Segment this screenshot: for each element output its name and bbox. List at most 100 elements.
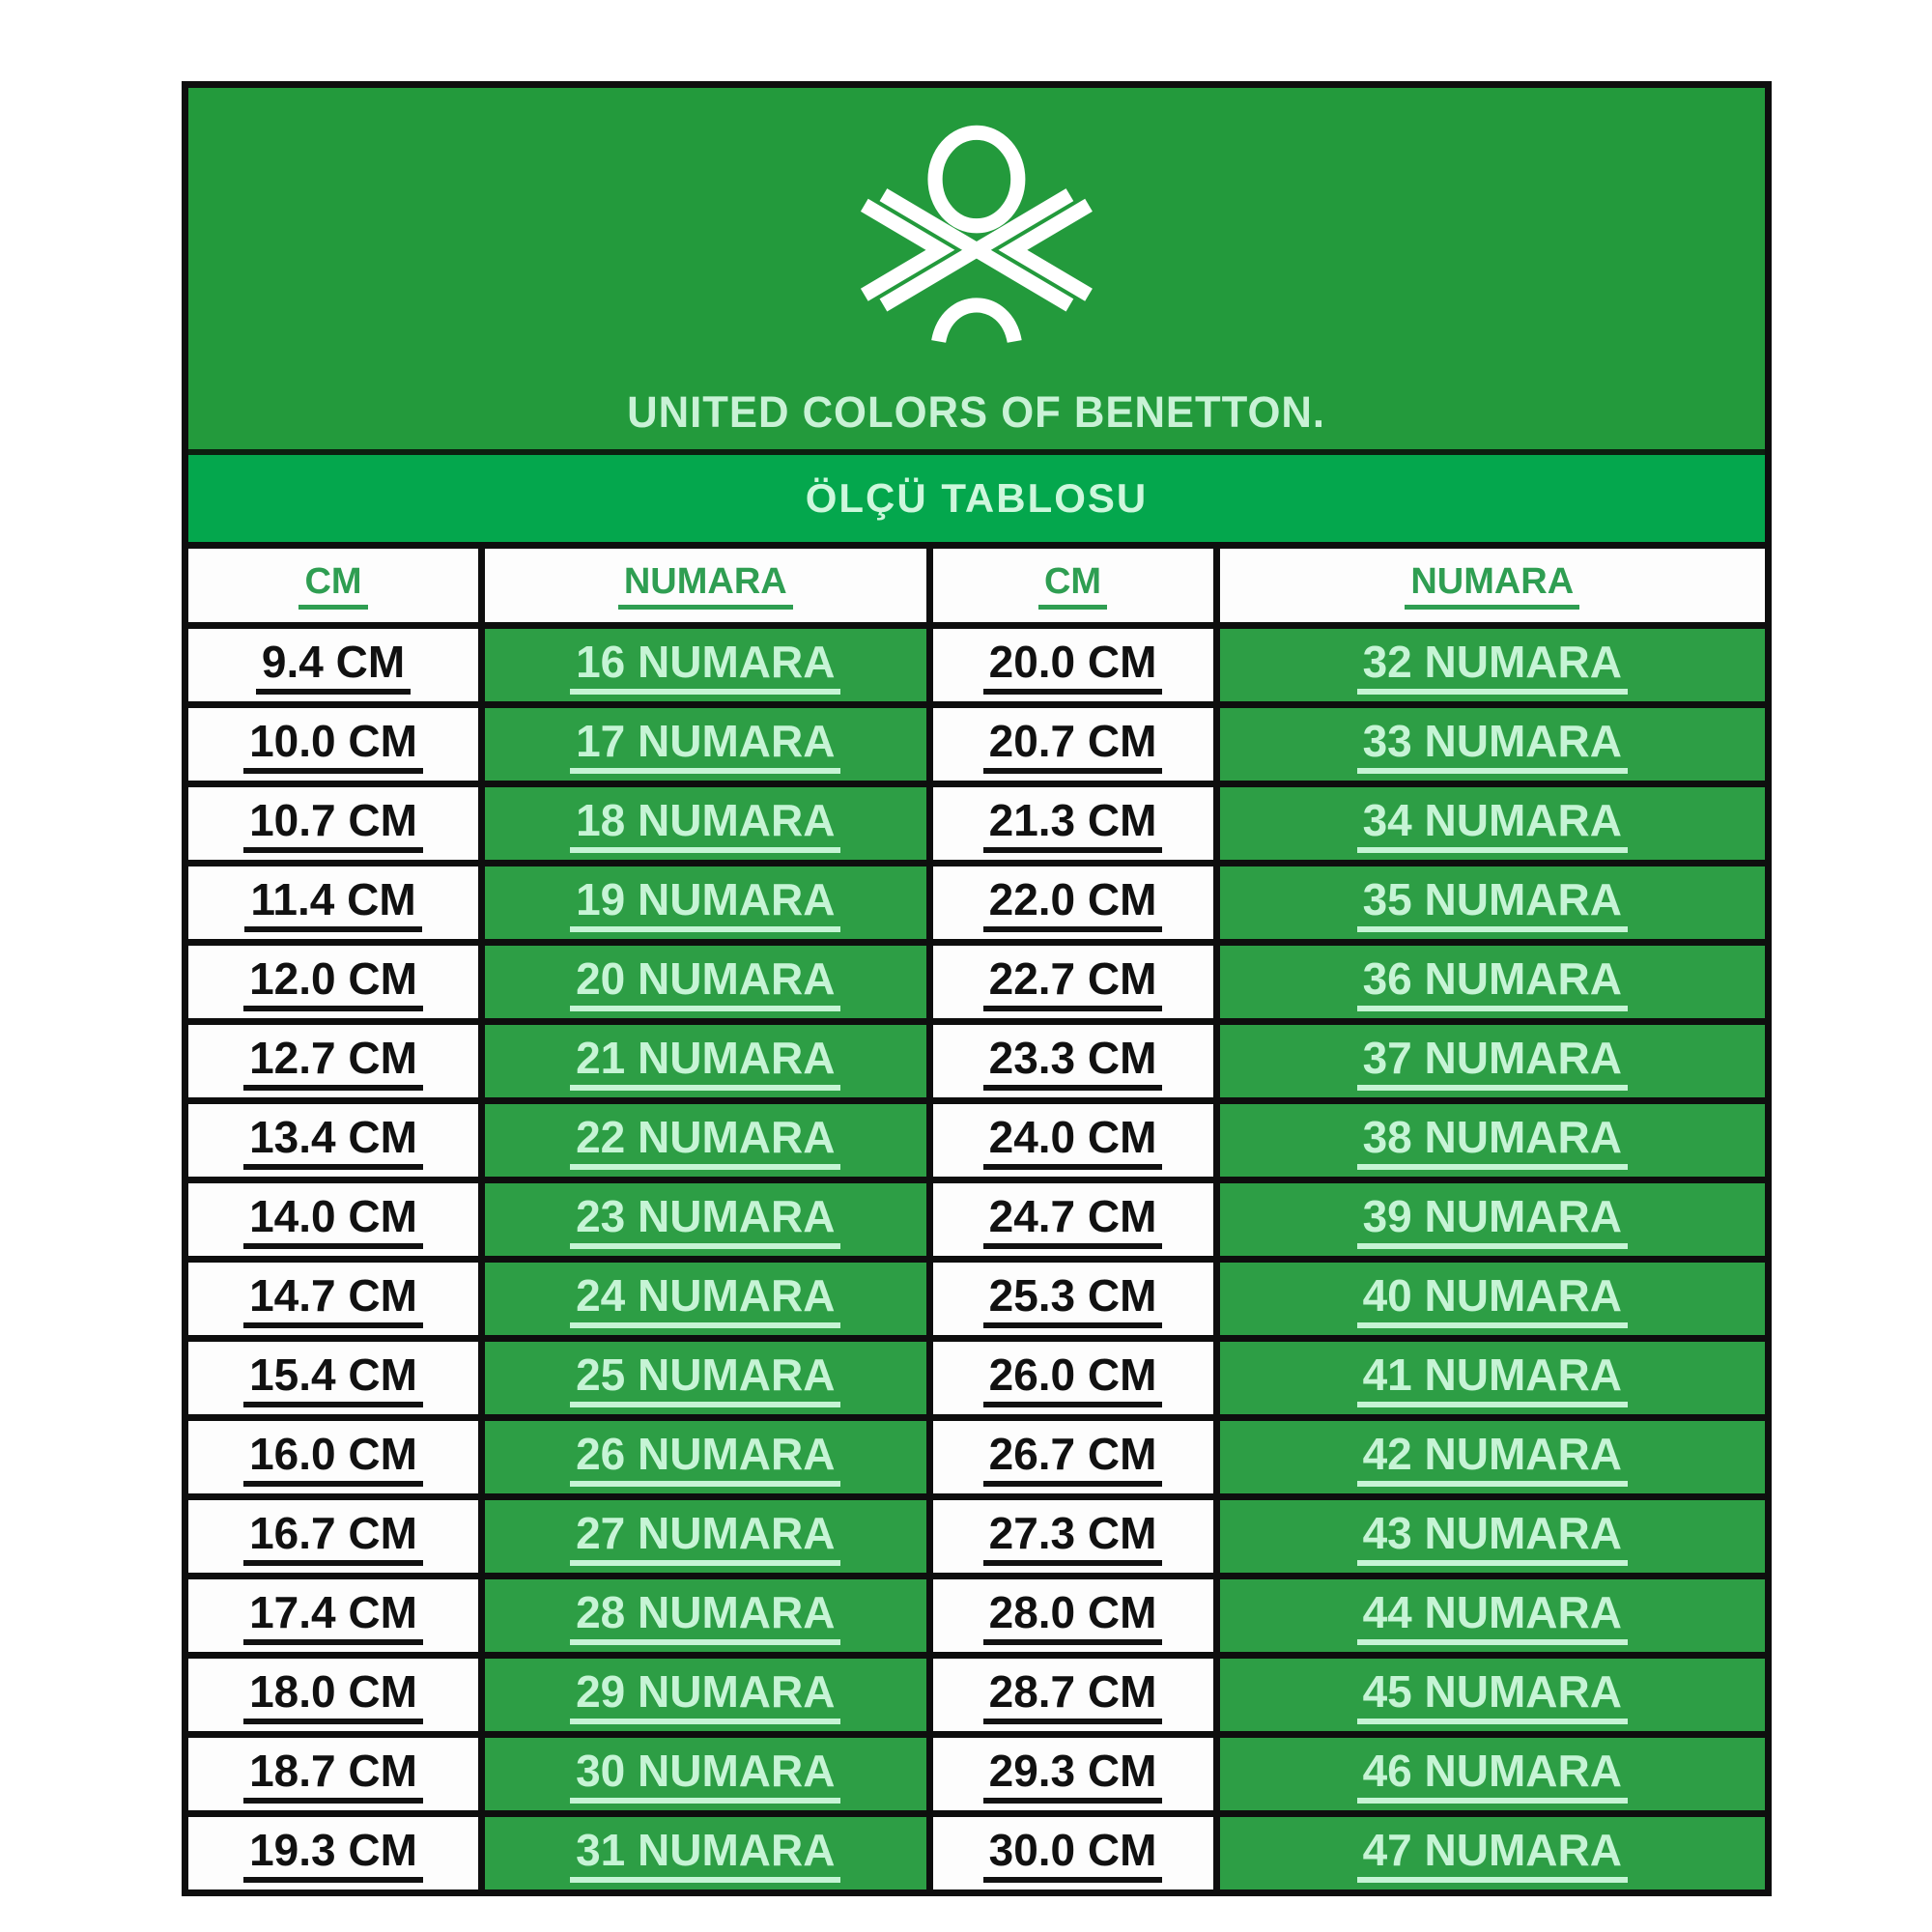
cell-value: 32 NUMARA	[1356, 639, 1628, 695]
cell-value: 43 NUMARA	[1356, 1510, 1628, 1566]
cm-right-cell: 20.0 CM	[925, 622, 1220, 708]
numara-left-cell: 26 NUMARA	[478, 1414, 933, 1500]
cm-left-cell: 10.0 CM	[185, 701, 486, 787]
numara-left-cell: 17 NUMARA	[478, 701, 933, 787]
table-row: 15.4 CM 25 NUMARA 26.0 CM 41 NUMARA	[185, 1335, 1769, 1421]
numara-right-cell: 38 NUMARA	[1212, 1097, 1769, 1183]
cm-left-cell: 19.3 CM	[185, 1810, 486, 1893]
cell-value: 26.0 CM	[982, 1351, 1163, 1407]
cm-right-cell: 29.3 CM	[925, 1731, 1220, 1817]
cell-value: 37 NUMARA	[1356, 1035, 1628, 1091]
cell-value: 22.0 CM	[982, 876, 1163, 932]
cell-value: 11.4 CM	[244, 876, 422, 932]
cell-value: 41 NUMARA	[1356, 1351, 1628, 1407]
table-row: 17.4 CM 28 NUMARA 28.0 CM 44 NUMARA	[185, 1573, 1769, 1659]
cell-value: 14.7 CM	[243, 1272, 423, 1328]
table-row: 10.0 CM 17 NUMARA 20.7 CM 33 NUMARA	[185, 701, 1769, 787]
cell-value: 45 NUMARA	[1356, 1668, 1628, 1724]
cell-value: 16 NUMARA	[570, 639, 841, 695]
table-row: 10.7 CM 18 NUMARA 21.3 CM 34 NUMARA	[185, 781, 1769, 867]
cm-left-cell: 12.0 CM	[185, 939, 486, 1025]
table-row: 19.3 CM 31 NUMARA 30.0 CM 47 NUMARA	[185, 1810, 1769, 1893]
cell-value: 33 NUMARA	[1356, 718, 1628, 774]
cm-left-cell: 18.0 CM	[185, 1652, 486, 1738]
numara-right-cell: 40 NUMARA	[1212, 1256, 1769, 1342]
cell-value: 26.7 CM	[982, 1431, 1163, 1487]
cm-left-cell: 12.7 CM	[185, 1018, 486, 1104]
cell-value: 22.7 CM	[982, 955, 1163, 1011]
cell-value: 30 NUMARA	[570, 1747, 841, 1804]
cell-value: 12.7 CM	[243, 1035, 423, 1091]
cell-value: 19 NUMARA	[570, 876, 841, 932]
cm-right-cell: 30.0 CM	[925, 1810, 1220, 1893]
cell-value: 18 NUMARA	[570, 797, 841, 853]
numara-left-cell: 16 NUMARA	[478, 622, 933, 708]
numara-right-cell: 41 NUMARA	[1212, 1335, 1769, 1421]
cm-left-cell: 18.7 CM	[185, 1731, 486, 1817]
cm-right-cell: 24.7 CM	[925, 1177, 1220, 1263]
cell-value: 42 NUMARA	[1356, 1431, 1628, 1487]
cm-right-cell: 22.0 CM	[925, 860, 1220, 946]
numara-left-cell: 25 NUMARA	[478, 1335, 933, 1421]
cm-right-cell: 22.7 CM	[925, 939, 1220, 1025]
cell-value: 12.0 CM	[243, 955, 423, 1011]
cell-value: 21.3 CM	[982, 797, 1163, 853]
table-header-row: CM NUMARA CM NUMARA	[185, 545, 1769, 629]
cm-left-cell: 14.0 CM	[185, 1177, 486, 1263]
numara-left-cell: 27 NUMARA	[478, 1493, 933, 1579]
numara-left-cell: 28 NUMARA	[478, 1573, 933, 1659]
page-title: ÖLÇÜ TABLOSU	[805, 475, 1149, 521]
brand-banner: UNITED COLORS OF BENETTON.	[188, 88, 1765, 455]
cell-value: 14.0 CM	[243, 1193, 423, 1249]
table-row: 14.7 CM 24 NUMARA 25.3 CM 40 NUMARA	[185, 1256, 1769, 1342]
cell-value: 18.0 CM	[243, 1668, 423, 1724]
cm-right-cell: 27.3 CM	[925, 1493, 1220, 1579]
numara-left-cell: 31 NUMARA	[478, 1810, 933, 1893]
cm-left-cell: 16.0 CM	[185, 1414, 486, 1500]
header-numara-right: NUMARA	[1212, 545, 1769, 629]
numara-right-cell: 47 NUMARA	[1212, 1810, 1769, 1893]
cell-value: 20.7 CM	[982, 718, 1163, 774]
size-table: CM NUMARA CM NUMARA 9.4 CM 16 NUMARA 20.0 …	[185, 545, 1769, 1893]
numara-left-cell: 18 NUMARA	[478, 781, 933, 867]
cm-right-cell: 26.7 CM	[925, 1414, 1220, 1500]
cell-value: 18.7 CM	[243, 1747, 423, 1804]
cm-right-cell: 28.7 CM	[925, 1652, 1220, 1738]
cm-right-cell: 21.3 CM	[925, 781, 1220, 867]
cell-value: 28.7 CM	[982, 1668, 1163, 1724]
table-row: 12.0 CM 20 NUMARA 22.7 CM 36 NUMARA	[185, 939, 1769, 1025]
cm-right-cell: 24.0 CM	[925, 1097, 1220, 1183]
header-cm-right: CM	[925, 545, 1220, 629]
numara-left-cell: 19 NUMARA	[478, 860, 933, 946]
cell-value: 20 NUMARA	[570, 955, 841, 1011]
cell-value: 27 NUMARA	[570, 1510, 841, 1566]
table-row: 16.0 CM 26 NUMARA 26.7 CM 42 NUMARA	[185, 1414, 1769, 1500]
knot-ring	[927, 125, 1026, 234]
cell-value: 38 NUMARA	[1356, 1114, 1628, 1170]
numara-right-cell: 46 NUMARA	[1212, 1731, 1769, 1817]
cell-value: 25 NUMARA	[570, 1351, 841, 1407]
cm-right-cell: 26.0 CM	[925, 1335, 1220, 1421]
table-row: 9.4 CM 16 NUMARA 20.0 CM 32 NUMARA	[185, 622, 1769, 708]
cell-value: 44 NUMARA	[1356, 1589, 1628, 1645]
cm-left-cell: 15.4 CM	[185, 1335, 486, 1421]
header-cm-left: CM	[185, 545, 486, 629]
numara-right-cell: 39 NUMARA	[1212, 1177, 1769, 1263]
header-numara-left: NUMARA	[478, 545, 933, 629]
numara-right-cell: 36 NUMARA	[1212, 939, 1769, 1025]
cell-value: 25.3 CM	[982, 1272, 1163, 1328]
cell-value: 10.7 CM	[243, 797, 423, 853]
cell-value: 10.0 CM	[243, 718, 423, 774]
cell-value: 16.0 CM	[243, 1431, 423, 1487]
cell-value: 13.4 CM	[243, 1114, 423, 1170]
numara-left-cell: 23 NUMARA	[478, 1177, 933, 1263]
cell-value: 24.0 CM	[982, 1114, 1163, 1170]
cell-value: 19.3 CM	[243, 1827, 423, 1883]
cm-left-cell: 10.7 CM	[185, 781, 486, 867]
cell-value: 26 NUMARA	[570, 1431, 841, 1487]
cell-value: 31 NUMARA	[570, 1827, 841, 1883]
numara-left-cell: 24 NUMARA	[478, 1256, 933, 1342]
cell-value: 30.0 CM	[982, 1827, 1163, 1883]
cell-value: 34 NUMARA	[1356, 797, 1628, 853]
